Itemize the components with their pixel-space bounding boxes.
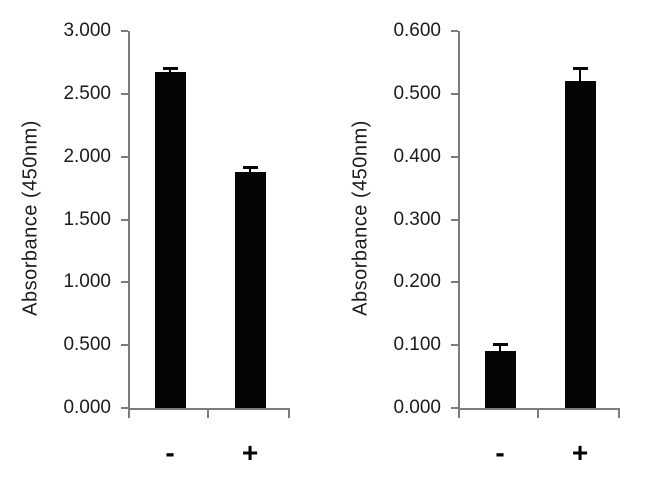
x-axis-line <box>128 408 290 410</box>
y-tick-label: 2.500 <box>63 82 111 104</box>
y-tick-label: 0.500 <box>63 334 111 356</box>
y-tick-label: 0.100 <box>393 334 441 356</box>
y-axis-tick <box>451 30 458 32</box>
absorbance-chart-left: Absorbance (450nm) 3.000 2.500 2.000 1.500 1… <box>0 0 320 489</box>
category-label: + <box>571 437 589 468</box>
error-bar-line <box>579 68 581 82</box>
bar-plus <box>234 171 266 408</box>
x-axis-tick <box>537 408 539 418</box>
y-tick-label: 1.000 <box>63 271 111 293</box>
y-axis-tick <box>121 281 128 284</box>
y-tick-label: 0.500 <box>393 82 441 104</box>
error-bar-line <box>169 68 171 73</box>
error-bar-cap <box>572 66 588 70</box>
y-axis-line <box>128 31 130 410</box>
x-axis-tick <box>128 408 130 418</box>
y-axis-tick <box>121 218 128 221</box>
y-axis-tick <box>121 155 128 158</box>
y-axis-tick <box>121 344 128 347</box>
y-tick-label: 0.300 <box>393 208 441 230</box>
category-label: - <box>165 437 175 468</box>
y-axis-tick <box>121 92 128 95</box>
y-tick-label: 3.000 <box>63 20 111 41</box>
bar-plus <box>564 81 596 408</box>
x-axis-tick <box>458 408 460 418</box>
error-bar-line <box>249 167 251 172</box>
absorbance-chart-right: Absorbance (450nm) 0.600 0.500 0.400 0.300 0… <box>330 0 650 489</box>
y-axis-tick <box>451 218 458 221</box>
category-label: - <box>495 437 505 468</box>
bar-minus <box>154 72 186 408</box>
y-axis-tick <box>451 407 458 409</box>
y-tick-label: 0.000 <box>393 397 441 418</box>
error-bar-cap <box>242 165 258 169</box>
y-tick-label: 0.400 <box>393 145 441 167</box>
y-tick-label: 0.000 <box>63 397 111 418</box>
y-tick-label: 0.600 <box>393 20 441 41</box>
y-axis-tick <box>121 407 128 409</box>
category-label: + <box>241 437 259 468</box>
bar-minus <box>484 351 516 408</box>
x-axis-line <box>458 408 620 410</box>
y-tick-label: 2.000 <box>63 145 111 167</box>
y-axis-tick <box>451 155 458 158</box>
y-axis-tick <box>121 30 128 32</box>
error-bar-cap <box>492 343 508 347</box>
x-axis-tick <box>288 408 290 418</box>
y-tick-label: 1.500 <box>63 208 111 230</box>
x-axis-tick <box>618 408 620 418</box>
error-bar-cap <box>162 66 178 70</box>
error-bar-line <box>499 345 501 352</box>
y-axis-tick <box>451 92 458 95</box>
y-axis-tick <box>451 281 458 284</box>
x-axis-tick <box>207 408 209 418</box>
y-axis-tick <box>451 344 458 347</box>
y-axis-line <box>458 31 460 410</box>
y-tick-label: 0.200 <box>393 271 441 293</box>
